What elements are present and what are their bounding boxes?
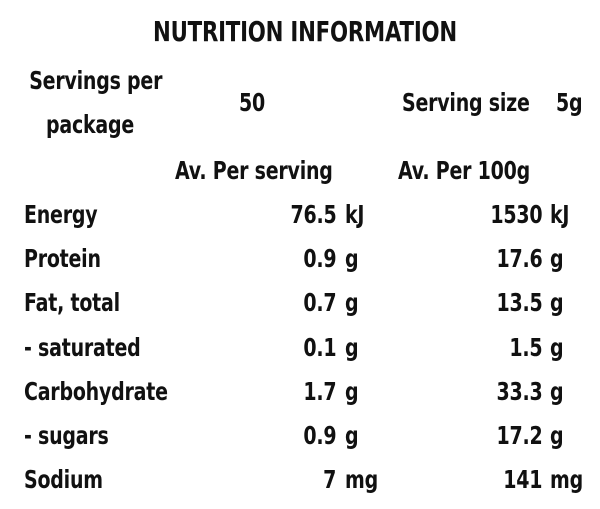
panel-title: NUTRITION INFORMATION [153, 15, 457, 48]
per-serving-unit: g [345, 244, 359, 273]
per-serving-unit: g [345, 421, 359, 450]
servings-per-package-label-line2: package [45, 110, 135, 139]
servings-per-package-value: 50 [238, 88, 265, 117]
nutrient-name: - saturated [24, 333, 141, 362]
nutrient-name: Sodium [24, 465, 103, 494]
per-100g-value: 141 [503, 465, 542, 494]
per-100g-value: 1.5 [509, 333, 542, 362]
serving-size-value: 5g [556, 88, 583, 117]
serving-size-label: Serving size [402, 88, 530, 117]
nutrient-name: Fat, total [24, 288, 120, 317]
per-serving-value: 0.1 [303, 333, 336, 362]
per-100g-unit: kJ [550, 200, 570, 229]
per-serving-unit: g [345, 377, 359, 406]
per-serving-value: 76.5 [290, 200, 336, 229]
servings-per-package-label: Servings per [29, 66, 163, 95]
nutrient-name: Protein [24, 244, 101, 273]
per-serving-value: 1.7 [303, 377, 336, 406]
per-100g-value: 1530 [490, 200, 542, 229]
per-serving-value: 7 [322, 465, 336, 494]
nutrient-name: Carbohydrate [24, 377, 168, 406]
per-serving-value: 0.9 [303, 244, 336, 273]
column-header-per-100g: Av. Per 100g [398, 156, 531, 185]
column-header-per-serving: Av. Per serving [175, 156, 333, 185]
per-serving-unit: g [345, 333, 359, 362]
per-100g-value: 17.2 [496, 421, 542, 450]
per-100g-value: 17.6 [496, 244, 542, 273]
per-100g-unit: g [550, 288, 564, 317]
per-100g-unit: mg [550, 465, 583, 494]
per-serving-value: 0.9 [303, 421, 336, 450]
per-100g-unit: g [550, 244, 564, 273]
per-100g-unit: g [550, 377, 564, 406]
per-serving-unit: g [345, 288, 359, 317]
per-100g-unit: g [550, 333, 564, 362]
nutrient-name: - sugars [24, 421, 109, 450]
per-serving-unit: mg [345, 465, 378, 494]
per-100g-unit: g [550, 421, 564, 450]
per-100g-value: 33.3 [496, 377, 542, 406]
per-serving-value: 0.7 [303, 288, 336, 317]
nutrient-name: Energy [24, 200, 98, 229]
per-serving-unit: kJ [345, 200, 365, 229]
per-100g-value: 13.5 [496, 288, 542, 317]
